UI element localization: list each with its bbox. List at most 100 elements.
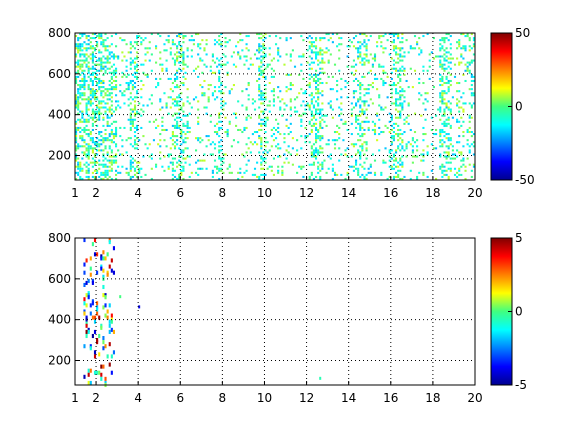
top-heatmap-cell xyxy=(102,139,105,142)
top-heatmap-cell xyxy=(456,90,459,93)
top-heatmap-cell xyxy=(310,100,313,103)
top-heatmap-cell xyxy=(407,104,410,107)
top-heatmap-cell xyxy=(277,171,280,174)
top-heatmap-cell xyxy=(171,43,174,46)
top-heatmap-cell xyxy=(203,63,206,66)
top-heatmap-cell xyxy=(384,106,387,109)
top-heatmap-cell xyxy=(96,110,99,113)
top-heatmap-cell xyxy=(184,35,187,38)
top-heatmap-cell xyxy=(131,61,134,64)
top-heatmap-cell xyxy=(106,45,109,48)
bottom-heatmap-cell xyxy=(100,325,103,330)
top-heatmap-cell xyxy=(451,153,454,156)
top-heatmap-cell xyxy=(91,165,94,168)
top-heatmap-cell xyxy=(275,118,278,121)
top-heatmap-cell xyxy=(411,137,414,140)
top-heatmap-cell xyxy=(363,88,366,91)
top-heatmap-cell xyxy=(195,137,198,140)
top-heatmap-cell xyxy=(355,161,358,164)
top-heatmap-cell xyxy=(262,71,265,74)
top-heatmap-cell xyxy=(93,71,97,74)
top-heatmap-cell xyxy=(129,163,132,166)
top-heatmap-cell xyxy=(336,131,339,134)
top-heatmap-cell xyxy=(264,122,267,125)
top-heatmap-cell xyxy=(432,37,435,40)
top-heatmap-cell xyxy=(399,116,402,119)
top-heatmap-cell xyxy=(361,75,364,78)
top-heatmap-cell xyxy=(249,57,252,60)
top-heatmap-cell xyxy=(79,65,82,68)
top-heatmap-cell xyxy=(173,104,177,107)
top-heatmap-cell xyxy=(458,120,461,123)
top-heatmap-cell xyxy=(319,120,322,123)
top-heatmap-cell xyxy=(401,94,404,97)
top-x-tick-label: 2 xyxy=(92,186,100,200)
top-heatmap-cell xyxy=(190,39,193,42)
top-heatmap-cell xyxy=(100,37,103,40)
top-heatmap-cell xyxy=(340,43,343,46)
bottom-x-axis: 1 2 4 6 8 10 12 14 16 18 20 xyxy=(71,381,483,405)
top-heatmap-cell xyxy=(418,53,421,56)
top-heatmap-cell xyxy=(100,57,103,60)
top-heatmap-cell xyxy=(397,147,400,150)
top-heatmap-cell xyxy=(380,131,383,134)
top-heatmap-cell xyxy=(350,114,353,117)
top-heatmap-cell xyxy=(445,104,448,107)
top-heatmap-cell xyxy=(449,35,452,38)
top-heatmap-cell xyxy=(106,151,109,154)
top-heatmap-cell xyxy=(401,55,404,58)
top-heatmap-cell xyxy=(380,41,383,44)
top-heatmap-cell xyxy=(380,45,383,48)
top-heatmap-cell xyxy=(184,133,187,136)
top-heatmap-cell xyxy=(443,98,446,101)
top-heatmap-cell xyxy=(83,126,86,129)
top-heatmap-cell xyxy=(83,94,86,97)
top-heatmap-cell xyxy=(262,75,265,78)
top-heatmap-cell xyxy=(283,161,286,164)
top-heatmap-cell xyxy=(81,33,84,36)
top-heatmap-cell xyxy=(359,153,362,156)
top-heatmap-cell xyxy=(365,157,368,160)
top-heatmap-cell xyxy=(91,55,94,58)
top-heatmap-cell xyxy=(190,35,193,38)
top-heatmap-cell xyxy=(355,118,358,121)
top-heatmap-cell xyxy=(195,33,198,36)
top-heatmap-cell xyxy=(180,92,183,95)
top-heatmap-cell xyxy=(81,77,84,80)
top-heatmap-cell xyxy=(220,90,223,93)
bottom-x-tick-label: 12 xyxy=(299,391,314,405)
top-heatmap-cell xyxy=(115,155,118,158)
top-heatmap-cell xyxy=(201,92,204,95)
top-heatmap-cell xyxy=(83,120,86,123)
bottom-heatmap-cell xyxy=(106,272,109,277)
top-heatmap-cell xyxy=(281,169,284,172)
top-heatmap-cell xyxy=(91,73,94,76)
top-heatmap-cell xyxy=(291,49,294,52)
top-heatmap-cell xyxy=(260,155,263,158)
top-heatmap-cell xyxy=(75,153,78,156)
top-heatmap-cell xyxy=(140,126,143,129)
top-heatmap-cell xyxy=(272,88,275,91)
top-heatmap-cell xyxy=(91,47,94,50)
top-heatmap-cell xyxy=(178,43,181,46)
top-heatmap-cell xyxy=(232,84,235,87)
top-heatmap-cell xyxy=(96,84,99,87)
top-heatmap-cell xyxy=(136,161,139,164)
top-heatmap-cell xyxy=(173,53,177,56)
top-heatmap-cell xyxy=(176,35,179,38)
top-heatmap-cell xyxy=(195,171,198,174)
top-heatmap-cell xyxy=(403,96,406,99)
top-heatmap-cell xyxy=(171,143,174,146)
top-heatmap-cell xyxy=(468,149,471,152)
top-heatmap-cell xyxy=(81,79,84,82)
top-heatmap-cell xyxy=(317,92,320,95)
top-heatmap-cell xyxy=(178,41,181,44)
top-heatmap-cell xyxy=(173,135,177,138)
top-heatmap-cell xyxy=(79,37,82,40)
top-heatmap-cell xyxy=(100,63,103,66)
top-heatmap-cell xyxy=(319,169,322,172)
top-heatmap-cell xyxy=(277,147,280,150)
top-heatmap-cell xyxy=(161,120,164,123)
top-heatmap-cell xyxy=(420,94,423,97)
top-heatmap-cell xyxy=(470,61,473,64)
